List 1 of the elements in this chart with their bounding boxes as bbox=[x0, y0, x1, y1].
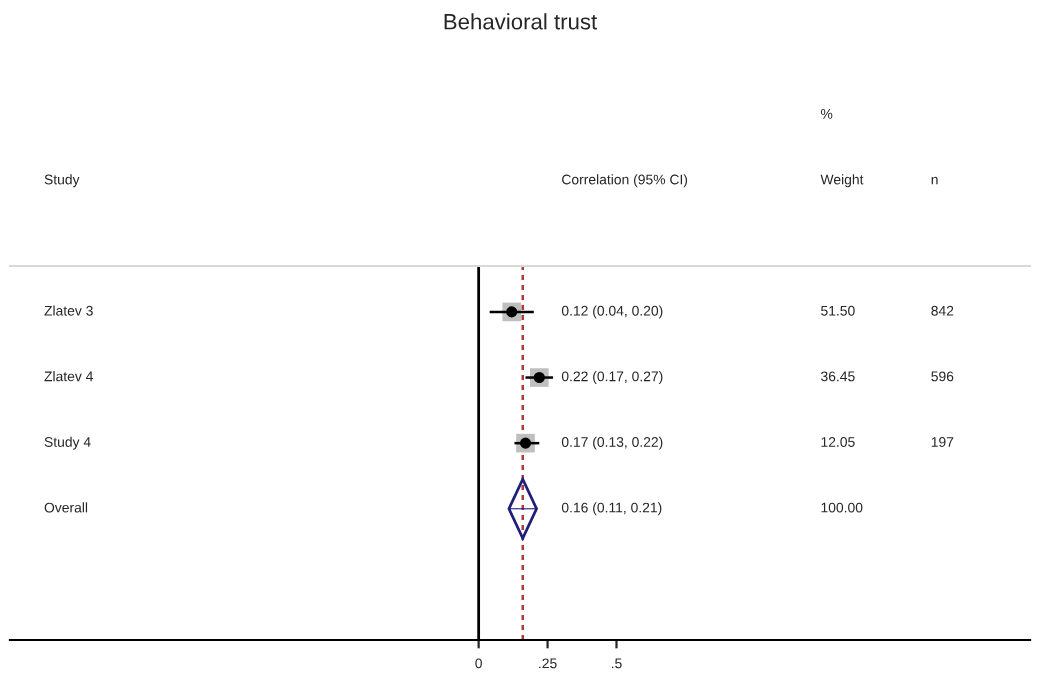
chart-title: Behavioral trust bbox=[444, 13, 598, 30]
